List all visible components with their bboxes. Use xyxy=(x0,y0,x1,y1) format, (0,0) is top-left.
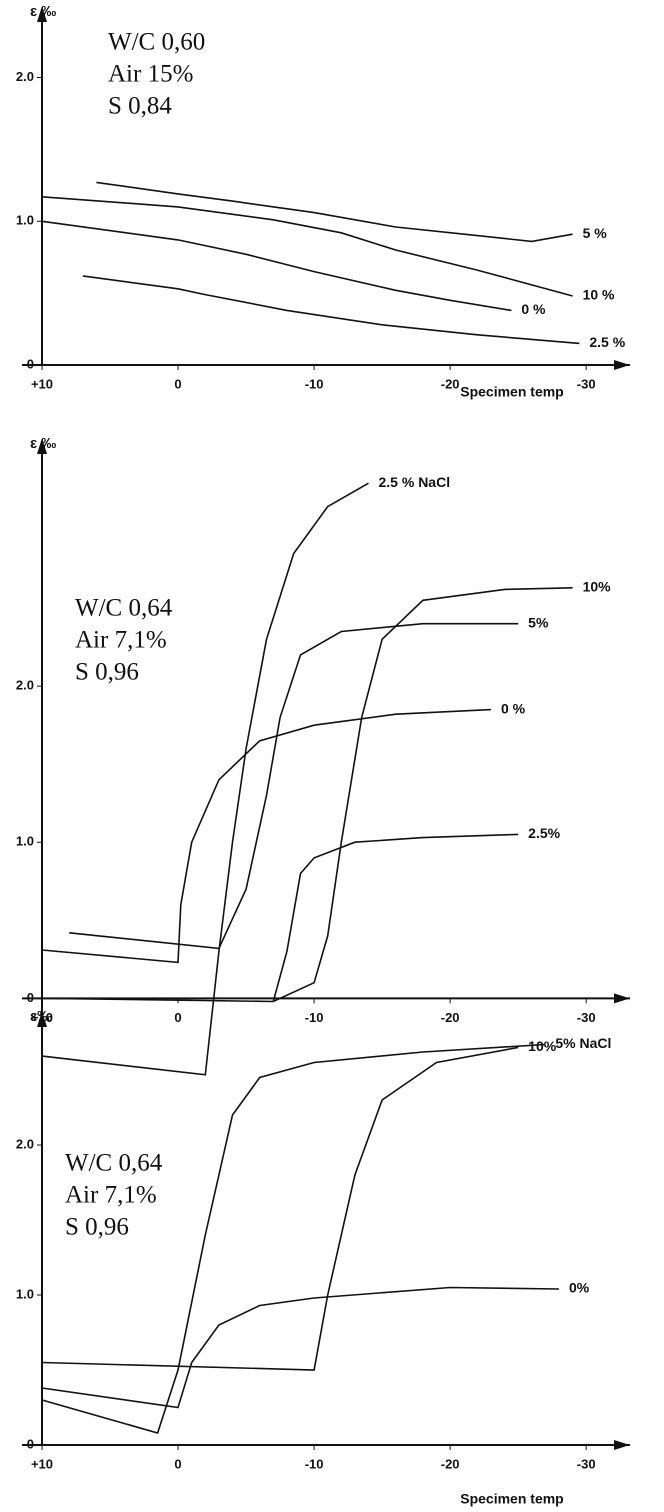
x-axis-arrow xyxy=(614,1440,630,1450)
y-tick-label: 1.0 xyxy=(16,1286,34,1301)
series-line xyxy=(82,275,580,345)
annotation: W/C 0,64 xyxy=(65,1150,163,1177)
series-label: 0% xyxy=(569,1280,590,1296)
annotation: Air 15% xyxy=(108,61,193,88)
series-line xyxy=(41,196,573,297)
x-tick-label: 0 xyxy=(174,376,181,391)
x-tick-label: +10 xyxy=(31,376,53,391)
series-label: 0 % xyxy=(521,301,546,317)
series-label: 10% xyxy=(528,1038,557,1054)
series-line xyxy=(41,1046,519,1371)
x-tick-label: -10 xyxy=(305,1010,324,1025)
series-label: 0 % xyxy=(501,700,526,716)
annotation: W/C 0,64 xyxy=(75,595,173,622)
annotation: Air 7,1% xyxy=(65,1182,157,1209)
y-tick-label: 1.0 xyxy=(16,834,34,849)
series-line xyxy=(272,833,519,1002)
x-tick-label: 0 xyxy=(174,1456,181,1471)
y-tick-label: 2.0 xyxy=(16,69,34,84)
x-tick-label: -10 xyxy=(305,1456,324,1471)
series-label: 2.5 % NaCl xyxy=(379,474,451,490)
x-tick-label: -20 xyxy=(441,1456,460,1471)
annotation: W/C 0,60 xyxy=(108,29,205,56)
series-label: 2.5 % xyxy=(589,334,625,350)
y-axis-arrow xyxy=(37,1011,47,1027)
annotation: Air 7,1% xyxy=(75,627,167,654)
x-tick-label: -30 xyxy=(577,1456,596,1471)
y-tick-label: 0 xyxy=(27,356,34,371)
series-line xyxy=(41,482,369,1076)
series-label: 10 % xyxy=(583,287,615,303)
y-axis-label: ε‰ xyxy=(30,1008,52,1025)
x-tick-label: -20 xyxy=(441,1010,460,1025)
x-axis-arrow xyxy=(614,993,630,1004)
y-axis-label: ε ‰ xyxy=(30,435,56,452)
x-tick-label: -20 xyxy=(441,376,460,391)
x-tick-label: -10 xyxy=(305,376,324,391)
series-line xyxy=(41,1043,546,1434)
series-label: 2.5% xyxy=(528,825,560,841)
series-line xyxy=(41,220,512,312)
y-axis-arrow xyxy=(37,6,47,22)
y-axis-label: ε ‰ xyxy=(30,3,56,20)
x-tick-label: 0 xyxy=(174,1010,181,1025)
annotation: S 0,84 xyxy=(108,93,172,120)
y-axis-arrow xyxy=(37,438,47,454)
series-line xyxy=(69,622,519,950)
y-tick-label: 1.0 xyxy=(16,213,34,228)
series-line xyxy=(41,708,492,964)
annotation: S 0,96 xyxy=(65,1214,129,1241)
x-axis-arrow xyxy=(614,360,630,370)
x-tick-label: -30 xyxy=(577,376,596,391)
x-tick-label: -30 xyxy=(577,1010,596,1025)
x-tick-label: +10 xyxy=(31,1456,53,1471)
annotation: S 0,96 xyxy=(75,659,139,686)
y-tick-label: 2.0 xyxy=(16,678,34,693)
y-tick-label: 0 xyxy=(27,990,34,1005)
y-tick-label: 2.0 xyxy=(16,1136,34,1151)
series-line xyxy=(41,587,573,1003)
series-line xyxy=(41,1286,560,1409)
series-label: 10% xyxy=(583,579,612,595)
series-line xyxy=(96,181,573,243)
series-label: 5 % xyxy=(583,225,608,241)
series-label: 5% NaCl xyxy=(555,1035,611,1051)
x-axis-label: Specimen temp xyxy=(460,384,563,400)
y-tick-label: 0 xyxy=(27,1436,34,1451)
x-axis-label: Specimen temp xyxy=(460,1491,563,1507)
series-label: 5% xyxy=(528,614,549,630)
